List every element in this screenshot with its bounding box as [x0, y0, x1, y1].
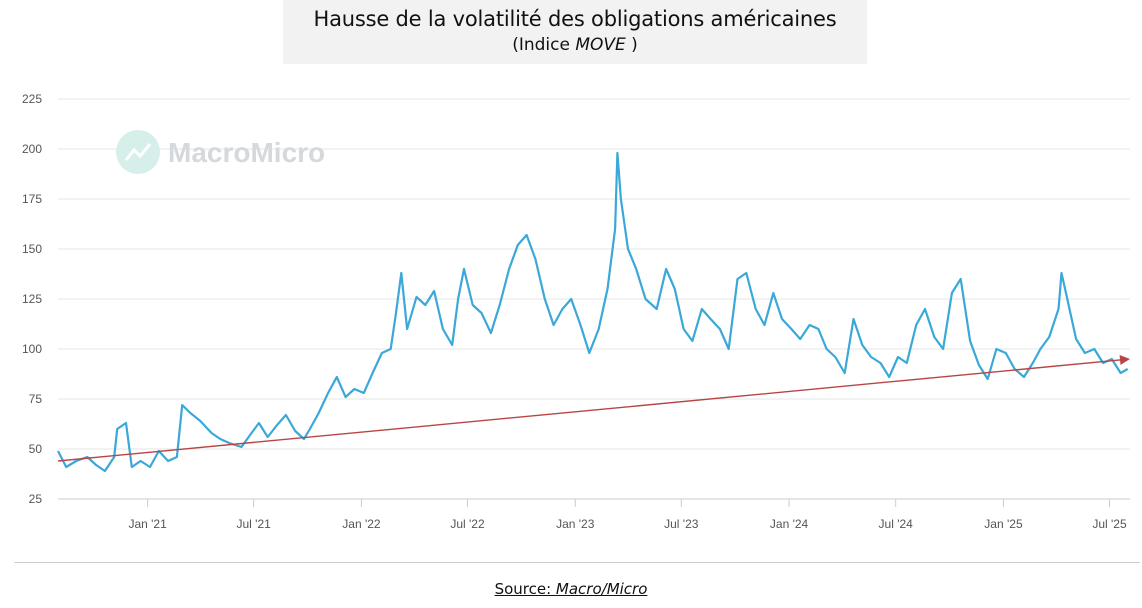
trend-line	[57, 358, 1125, 462]
x-tick-label: Jan '25	[984, 517, 1023, 531]
x-tick-label: Jul '25	[1092, 517, 1127, 531]
y-tick-label: 200	[22, 142, 42, 156]
y-tick-label: 125	[22, 292, 42, 306]
logo-chart-glyph	[124, 143, 152, 161]
watermark-text: MacroMicro	[168, 137, 325, 168]
chart-title: Hausse de la volatilité des obligations …	[313, 7, 837, 31]
divider	[14, 562, 1140, 563]
y-tick-label: 50	[29, 442, 43, 456]
y-tick-label: 100	[22, 342, 42, 356]
subtitle-index: MOVE	[575, 35, 626, 55]
x-tick-label: Jul '24	[879, 517, 914, 531]
y-tick-label: 25	[29, 492, 43, 506]
y-axis: 25 50 75 100 125 150 175 200 225	[22, 92, 42, 506]
y-tick-label: 75	[29, 392, 43, 406]
y-tick-label: 225	[22, 92, 42, 106]
trend-arrowhead	[1119, 354, 1130, 365]
subtitle-suffix: )	[625, 35, 638, 55]
source-note: Source: Macro/Micro	[0, 580, 1142, 598]
x-tick-label: Jan '22	[342, 517, 381, 531]
x-tick-label: Jan '24	[770, 517, 809, 531]
series-line-move	[57, 151, 1129, 473]
x-tick-label: Jul '23	[664, 517, 699, 531]
move-index-chart: MacroMicro 25 50 75 100 125 150 175 200 225 Jan …	[22, 92, 1130, 531]
x-tick-label: Jan '21	[128, 517, 167, 531]
x-axis: Jan '21 Jul '21 Jan '22 Jul '22 Jan '23 Jul '…	[58, 498, 1130, 531]
title-box: Hausse de la volatilité des obligations …	[283, 0, 867, 64]
series-layer	[57, 151, 1129, 473]
watermark: MacroMicro	[116, 130, 325, 174]
trend-layer	[57, 354, 1130, 462]
subtitle-prefix: (Indice	[512, 35, 576, 55]
y-tick-label: 150	[22, 242, 42, 256]
x-tick-label: Jul '22	[450, 517, 485, 531]
y-tick-label: 175	[22, 192, 42, 206]
source-name: Macro/Micro	[555, 580, 648, 598]
x-tick-label: Jul '21	[236, 517, 271, 531]
chart-subtitle: (Indice MOVE )	[283, 35, 867, 55]
x-tick-label: Jan '23	[556, 517, 595, 531]
source-prefix: Source:	[494, 580, 556, 598]
